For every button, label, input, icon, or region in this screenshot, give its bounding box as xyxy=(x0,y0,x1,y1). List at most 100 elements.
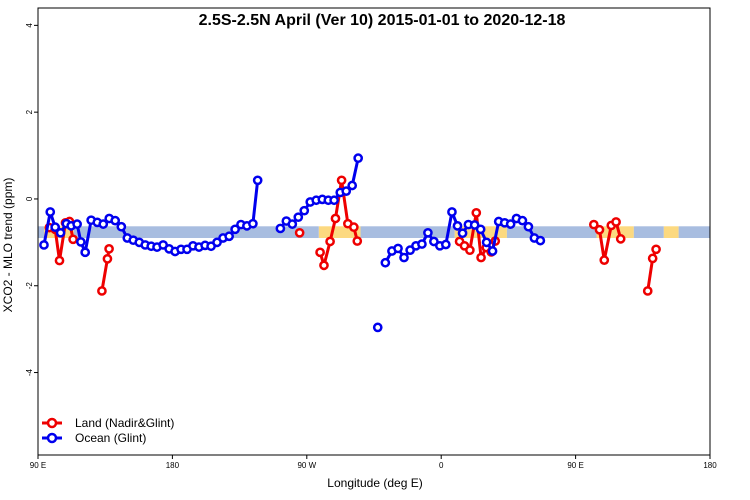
ocean-point xyxy=(469,220,480,230)
ocean-point xyxy=(347,180,358,191)
ocean-point xyxy=(417,239,427,249)
ocean-point xyxy=(523,221,534,232)
land-point xyxy=(97,286,107,296)
y-tick-label: -2 xyxy=(25,282,34,290)
land-point xyxy=(68,234,78,245)
ocean-point xyxy=(440,239,451,250)
ocean-point xyxy=(452,221,463,231)
ocean-band-2 xyxy=(360,226,455,239)
ocean-point xyxy=(517,215,528,226)
ocean-band-1 xyxy=(73,226,319,239)
ocean-point xyxy=(252,175,263,186)
legend-land-label: Land (Nadir&Glint) xyxy=(75,416,174,430)
ocean-point xyxy=(535,235,546,246)
land-point xyxy=(54,255,65,266)
ocean-point xyxy=(487,246,498,256)
land-band-4 xyxy=(663,226,679,239)
ocean-band-0 xyxy=(38,226,44,239)
legend-ocean-label: Ocean (Glint) xyxy=(75,431,146,445)
x-axis-title: Longitude (deg E) xyxy=(327,476,422,490)
land-point xyxy=(465,245,475,256)
y-tick-label: 4 xyxy=(25,23,34,28)
ocean-point xyxy=(399,252,409,263)
ocean-point xyxy=(380,257,391,268)
legend: Land (Nadir&Glint) Ocean (Glint) xyxy=(42,416,174,445)
ocean-point xyxy=(505,219,516,229)
land-point xyxy=(102,253,113,264)
ocean-point xyxy=(55,227,66,238)
land-point xyxy=(615,234,626,244)
data-series xyxy=(39,153,661,333)
land-point xyxy=(325,236,335,247)
x-tick-label: 90 E xyxy=(567,461,583,470)
plot-frame xyxy=(37,7,711,456)
ocean-point xyxy=(457,228,468,239)
x-tick-label: 90 W xyxy=(297,461,316,470)
land-point xyxy=(471,207,482,218)
legend-land-marker xyxy=(46,417,58,429)
ocean-point xyxy=(481,237,492,248)
ocean-series xyxy=(39,153,546,333)
ocean-point xyxy=(98,219,109,229)
x-tick-label: 180 xyxy=(703,461,717,470)
land-point xyxy=(642,286,653,296)
land-point xyxy=(319,260,329,271)
land-point xyxy=(647,253,658,264)
land-point xyxy=(611,217,621,227)
land-point xyxy=(336,175,347,186)
ocean-band-3 xyxy=(506,226,597,239)
ocean-point xyxy=(110,215,121,226)
x-tick-label: 90 E xyxy=(30,461,46,470)
land-point xyxy=(330,213,341,224)
land-point xyxy=(651,244,661,255)
land-point xyxy=(294,227,305,238)
x-tick-label: 180 xyxy=(166,461,180,470)
land-point xyxy=(348,222,359,233)
land-band-3 xyxy=(596,226,634,239)
y-axis-title: XCO2 - MLO trend (ppm) xyxy=(1,178,15,313)
land-point xyxy=(104,244,114,254)
ocean-point xyxy=(429,236,439,247)
ocean-point xyxy=(116,221,127,232)
ocean-point xyxy=(423,227,433,238)
x-tick-label: 0 xyxy=(439,461,444,470)
ocean-point xyxy=(212,237,222,248)
ocean-point xyxy=(287,219,298,229)
ocean-point xyxy=(341,186,352,196)
ocean-point xyxy=(275,223,286,234)
ocean-point xyxy=(372,322,383,333)
land-point xyxy=(588,219,599,230)
land-band-1 xyxy=(318,226,361,239)
ocean-point xyxy=(224,231,234,242)
ocean-point xyxy=(475,224,486,235)
ocean-point xyxy=(80,247,91,258)
land-point xyxy=(599,255,610,265)
ocean-point xyxy=(72,219,82,229)
ocean-point xyxy=(248,218,258,229)
ocean-point xyxy=(50,222,61,233)
axes: 90 E 180 90 W 0 90 E 180 4 2 0 -2 -4 xyxy=(25,7,717,470)
land-point xyxy=(315,247,325,258)
ocean-point xyxy=(329,195,339,206)
land-point xyxy=(594,224,605,235)
ocean-point xyxy=(45,207,56,217)
ocean-point xyxy=(447,207,457,217)
ocean-point xyxy=(353,153,364,164)
y-tick-label: 2 xyxy=(25,109,34,114)
chart-title: 2.5S-2.5N April (Ver 10) 2015-01-01 to 2… xyxy=(199,12,566,29)
legend-ocean-marker xyxy=(46,432,58,444)
y-tick-label: 0 xyxy=(25,196,34,201)
ocean-point xyxy=(230,224,240,235)
ocean-band-5 xyxy=(678,226,710,239)
land-point xyxy=(476,252,486,263)
ocean-point xyxy=(76,237,86,247)
ocean-band-4 xyxy=(633,226,664,239)
ocean-point xyxy=(39,240,49,250)
y-tick-label: -4 xyxy=(25,368,34,376)
ocean-point xyxy=(299,205,310,216)
land-point xyxy=(352,236,363,246)
ocean-point xyxy=(293,212,304,223)
